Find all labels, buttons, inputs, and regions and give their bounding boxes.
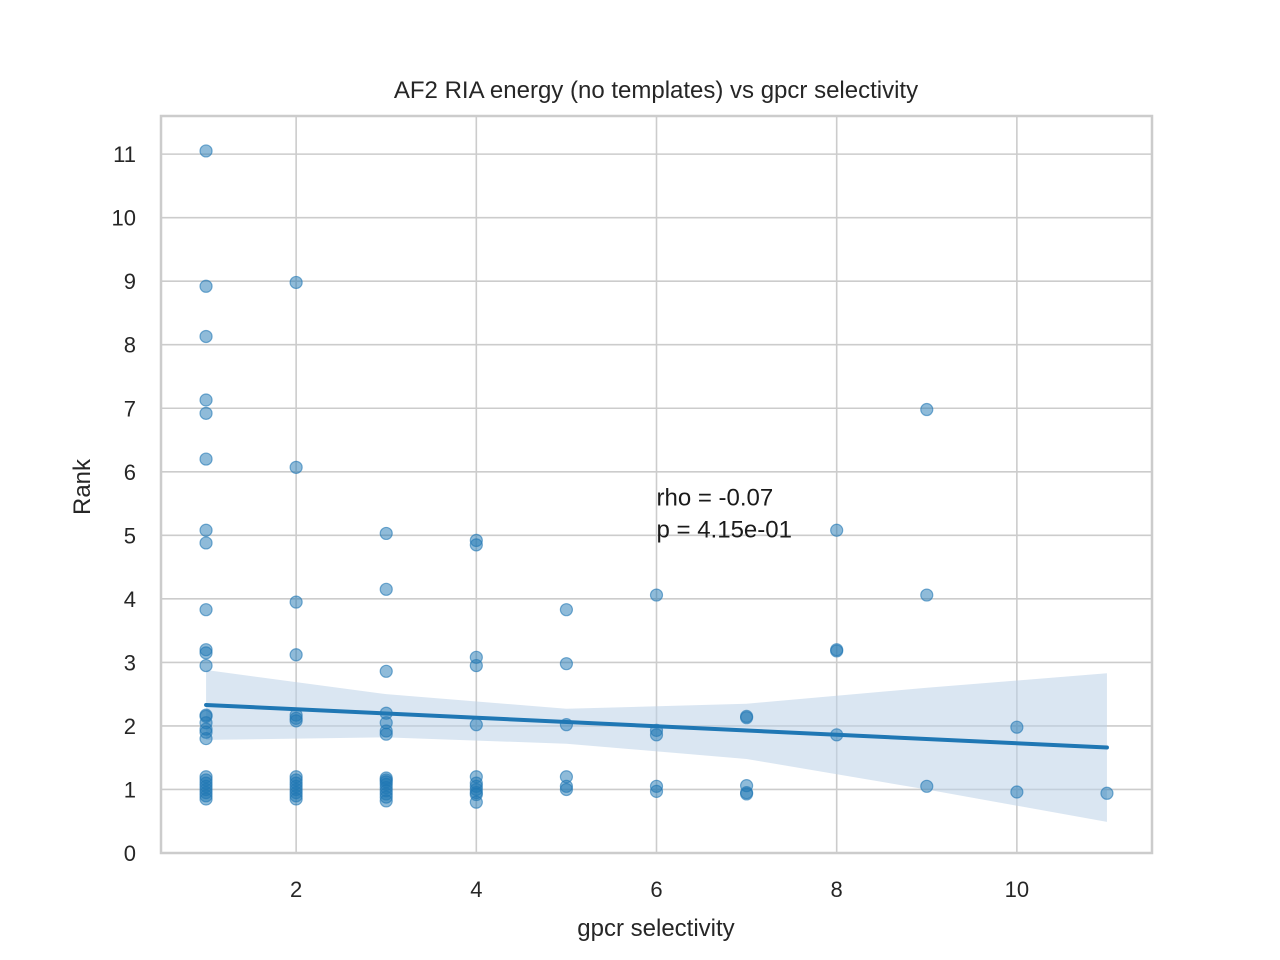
x-tick-label: 8 [831,877,843,902]
confidence-band [206,670,1107,822]
y-tick-label: 5 [124,523,136,548]
data-point [739,711,754,725]
rho-annotation: rho = -0.07 [657,484,774,511]
data-point [1010,720,1024,734]
confidence-band-group [206,670,1107,822]
y-tick-label: 8 [124,333,136,358]
y-tick-label: 7 [124,396,136,421]
data-point [199,279,213,293]
p-value-annotation: p = 4.15e-01 [657,516,792,543]
data-point [920,779,934,793]
data-point [289,460,303,474]
data-point [289,595,303,609]
y-tick-label: 10 [112,206,136,231]
data-point [379,664,393,678]
y-tick-label: 4 [124,587,136,612]
regression-line-group [204,702,1109,750]
regression-line [204,702,1109,750]
data-point [379,526,393,541]
data-point [199,452,213,466]
data-point [379,727,393,741]
data-point [379,582,393,596]
y-tick-label: 3 [124,650,136,675]
y-tick-label: 11 [113,142,136,167]
data-point [649,728,664,742]
data-point [1010,785,1024,799]
data-point [199,536,213,550]
y-tick-label: 1 [124,777,136,802]
data-point [830,523,844,537]
data-point [830,644,844,658]
data-point [199,646,213,660]
data-point [920,402,934,417]
y-tick-label: 6 [124,460,136,485]
data-point [199,393,213,407]
x-tick-label: 10 [1005,877,1029,902]
data-point [199,144,213,158]
y-axis-label: Rank [69,458,96,515]
data-point [920,588,934,602]
data-point [649,784,664,798]
y-tick-label: 0 [124,841,136,866]
data-point [469,718,483,732]
data-point [199,329,213,344]
x-tick-label: 2 [290,877,302,902]
data-point [559,782,574,797]
data-point [379,794,393,808]
plot-frame [159,114,1154,855]
data-point [289,648,303,662]
chart-title: AF2 RIA energy (no templates) vs gpcr se… [394,77,918,104]
data-point [1100,786,1114,800]
data-point [469,795,483,809]
data-point [199,523,213,537]
data-point [559,603,574,617]
data-point [739,787,754,801]
data-point [199,658,213,673]
y-tick-label: 2 [124,714,136,739]
data-point [469,658,483,673]
x-axis-label: gpcr selectivity [577,915,734,942]
y-tick-labels: 0 1 2 3 4 5 6 7 8 9 10 11 [112,142,136,866]
data-point [289,275,303,290]
data-point [469,538,483,552]
x-tick-label: 6 [650,877,662,902]
data-point [199,603,213,617]
data-point [649,588,664,602]
data-point [199,792,213,806]
data-point [199,406,213,420]
points-group [199,144,1114,809]
x-tick-labels: 2 4 6 8 10 [290,877,1029,902]
data-point [289,714,303,728]
x-tick-label: 4 [470,877,482,902]
data-point [559,657,574,671]
data-point [289,792,303,806]
y-tick-label: 9 [124,269,136,294]
data-point [199,732,213,746]
